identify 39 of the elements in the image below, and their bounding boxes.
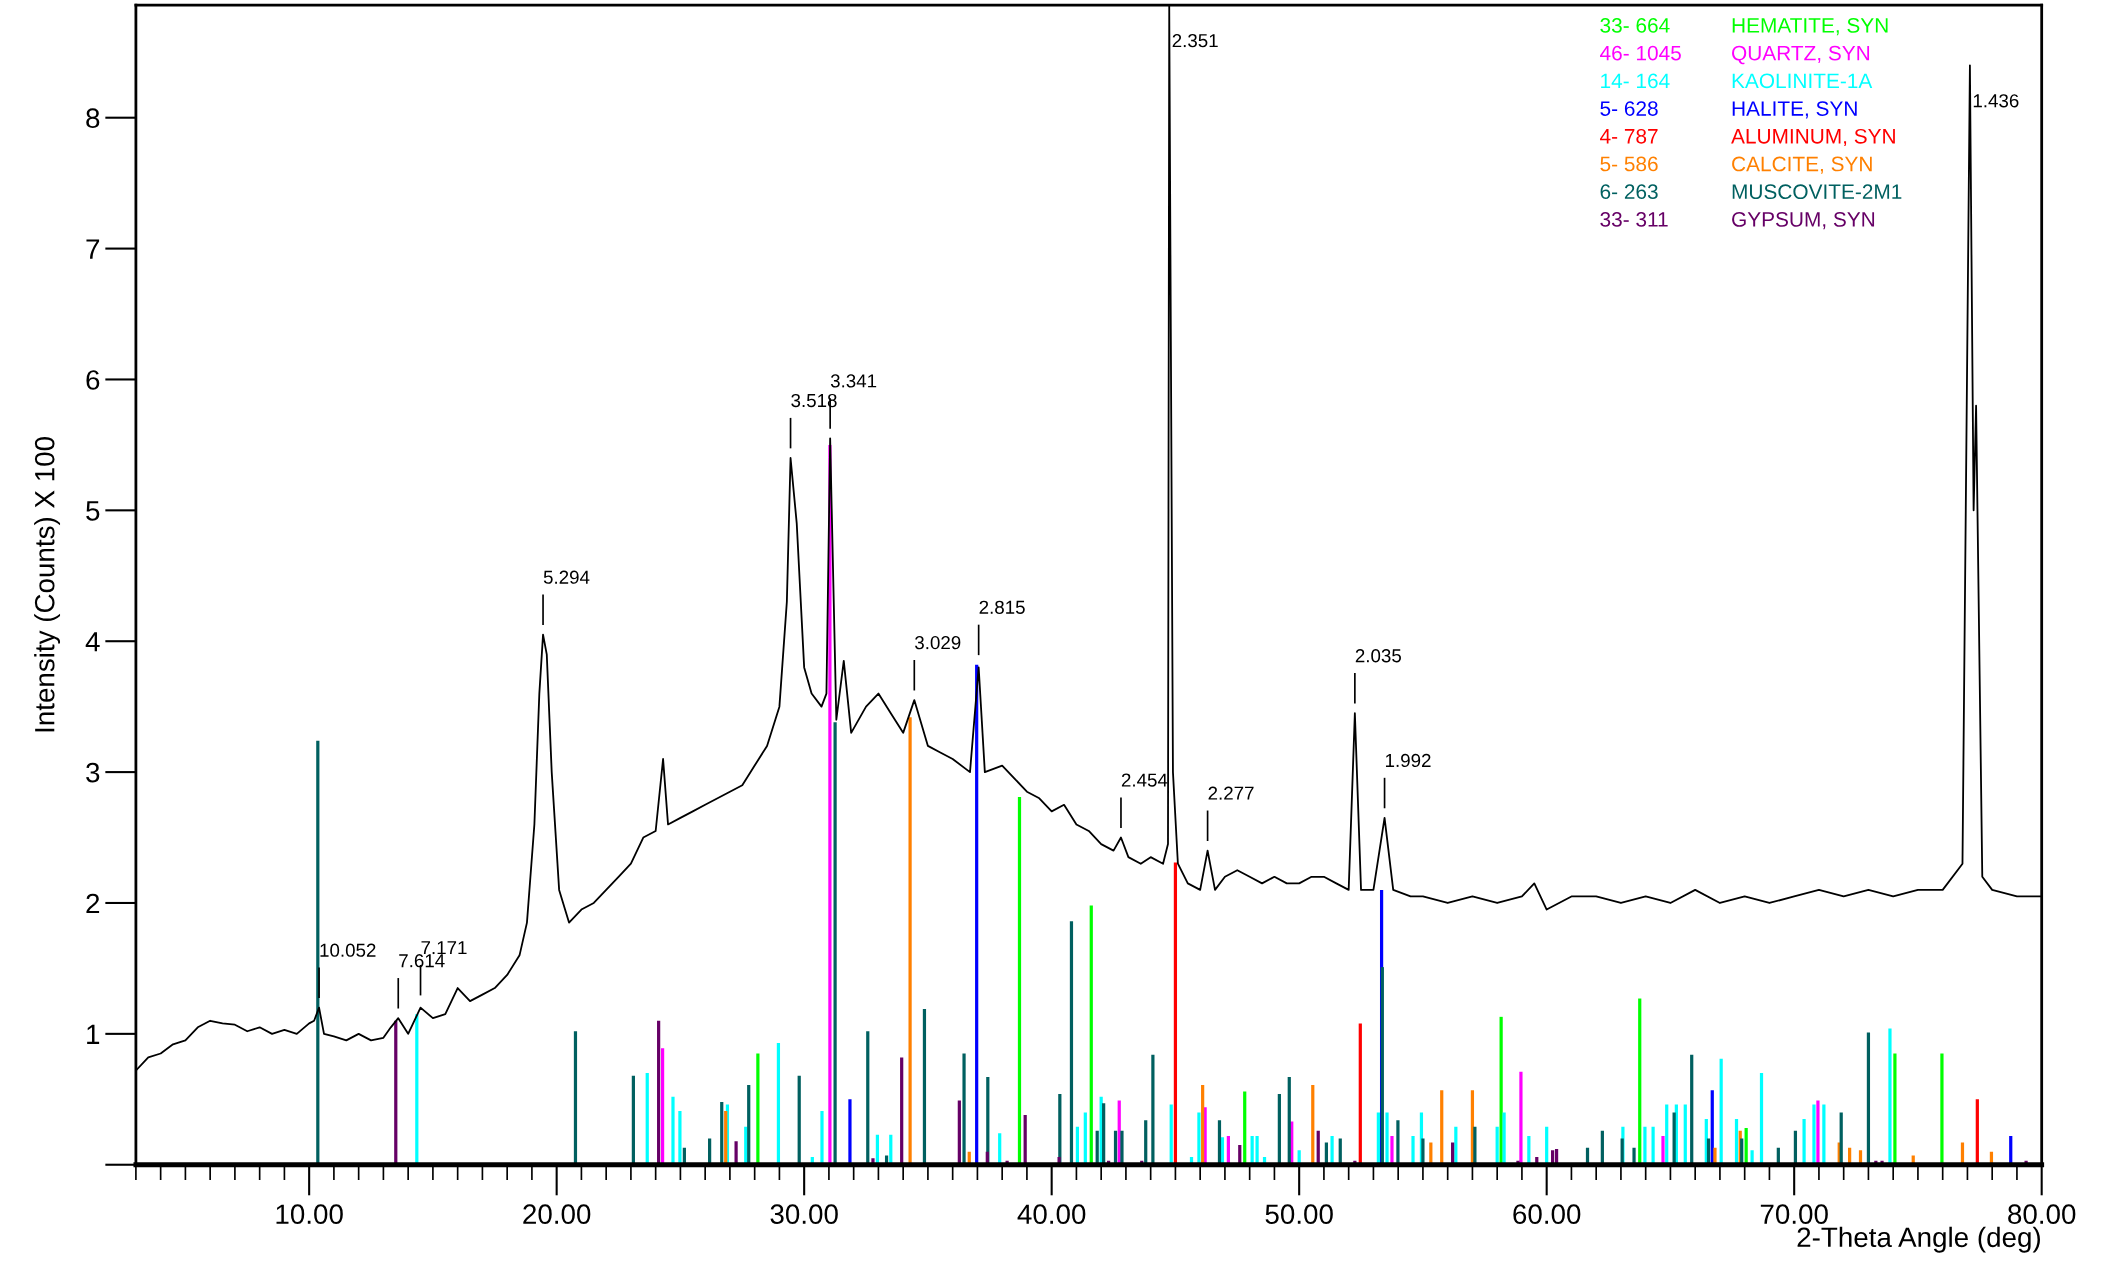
x-tick-label: 50.00 (1265, 1204, 1333, 1225)
y-tick-label: 5 (86, 501, 100, 521)
text: 46- 1045 QUARTZ, SYN (1600, 45, 1870, 65)
x-axis-title: 2-Theta Angle (deg) (1797, 1226, 2040, 1253)
annotation: 2.277 (1208, 786, 1254, 800)
y-axis-title: Intensity (Counts) X 100 (34, 437, 61, 732)
annotation: 10.052 (320, 943, 376, 957)
y-tick-label: 4 (85, 632, 100, 652)
annotation: 1.992 (1385, 753, 1431, 768)
annotation: 2.035 (1355, 649, 1401, 663)
x-tick-label: 70.00 (1760, 1204, 1828, 1225)
annotation: 3.518 (791, 393, 837, 408)
x-tick-label: 40.00 (1017, 1204, 1086, 1225)
x-tick-label: 10.00 (276, 1204, 343, 1225)
x-tick-label: 60.00 (1513, 1204, 1581, 1225)
annotation: 2.815 (979, 600, 1025, 614)
text: 14- 164 KAOLINITE-1A (1601, 73, 1873, 89)
annotation: 7.171 (421, 941, 467, 955)
text: 6- 263 MUSCOVITE-2M1 (1600, 184, 1902, 200)
x-tick-label: 80.00 (2008, 1204, 2076, 1225)
annotation: 3.341 (830, 374, 877, 388)
text: 5- 628 HALITE, SYN (1600, 101, 1857, 119)
annotation: 1.436 (1973, 94, 2019, 108)
y-tick-label: 1 (87, 1024, 100, 1044)
y-tick-label: 7 (86, 239, 100, 259)
y-tick-label: 8 (86, 108, 100, 129)
y-tick-label: 6 (86, 370, 100, 390)
annotation: 7.614 (399, 954, 445, 968)
annotation: 3.029 (915, 636, 961, 650)
text: 33- 664 HEMATITE, SYN (1600, 18, 1888, 36)
text: 33- 311 GYPSUM, SYN (1600, 212, 1875, 230)
x-tick-label: 20.00 (523, 1204, 591, 1225)
annotation: 2.351 (1172, 33, 1218, 48)
text: 4- 787 ALUMINUM, SYN (1600, 128, 1895, 147)
y-tick-label: 2 (86, 893, 100, 914)
text: 5- 586 CALCITE, SYN (1600, 156, 1872, 174)
x-tick-label: 30.00 (770, 1204, 838, 1225)
y-tick-label: 3 (86, 762, 100, 783)
annotation: 5.294 (543, 570, 590, 584)
